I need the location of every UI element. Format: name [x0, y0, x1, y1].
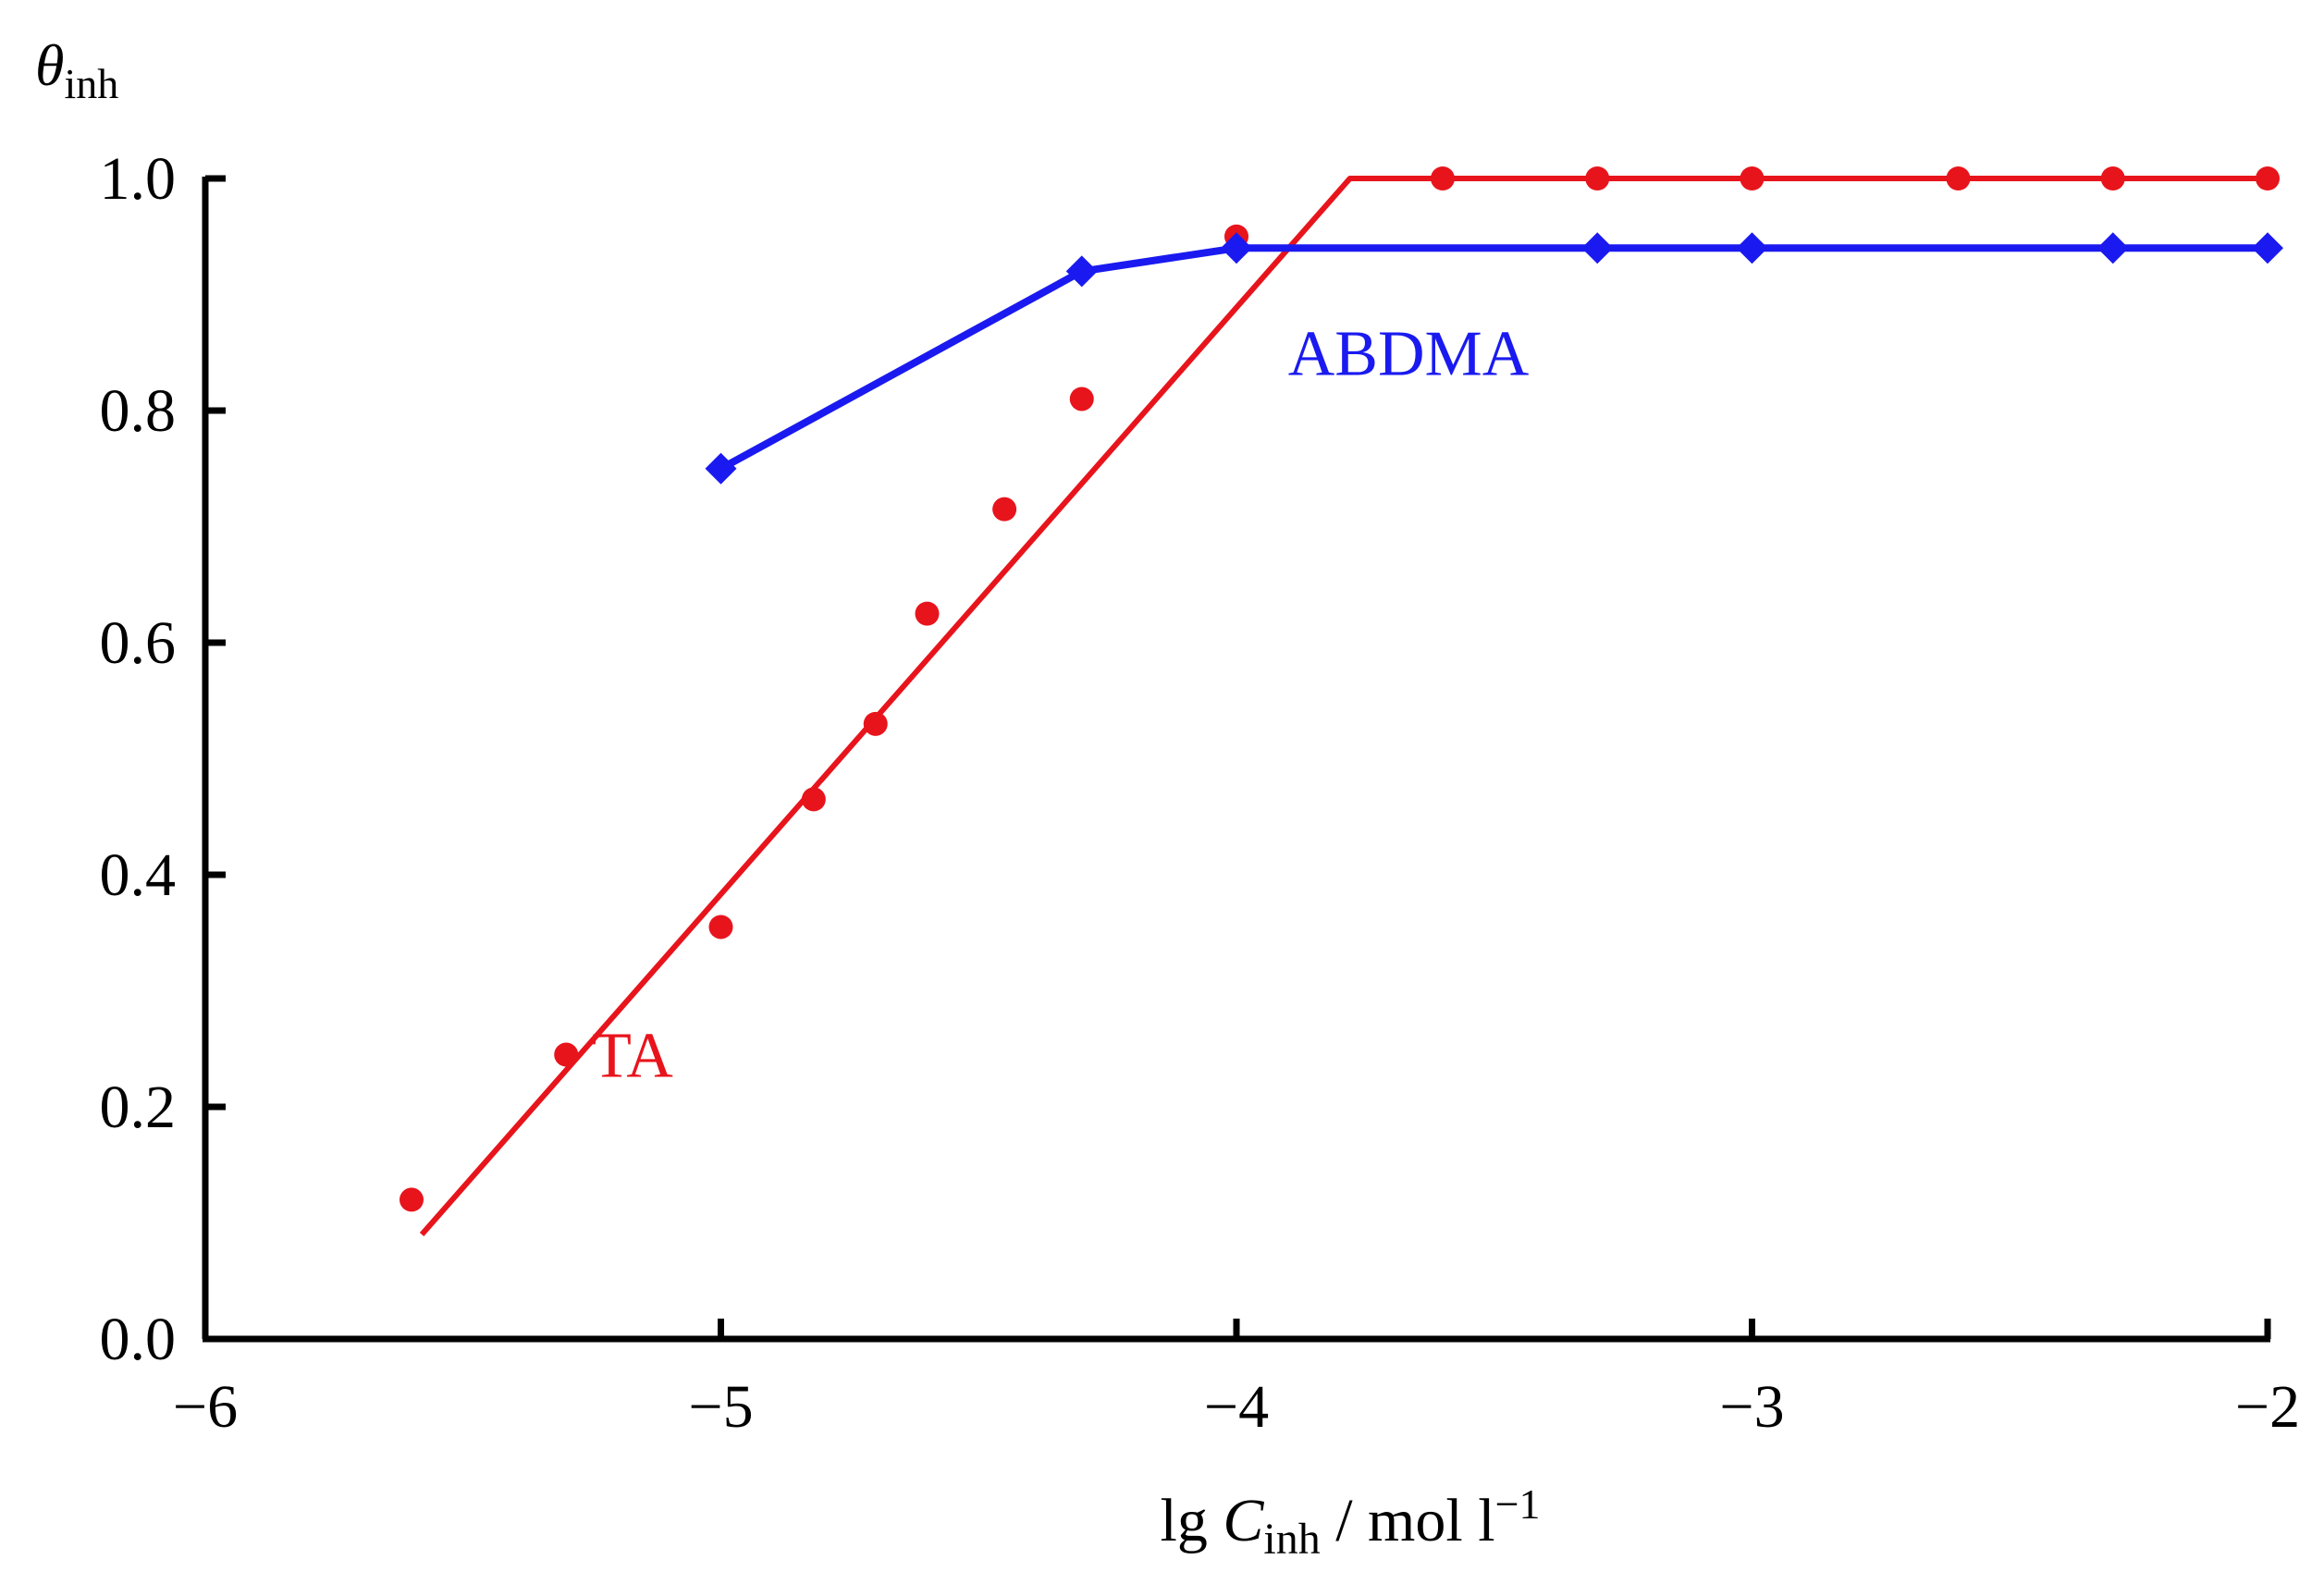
y-tick-label: 0.6 [100, 609, 177, 677]
data-point-abdma [2252, 232, 2283, 264]
data-point-ta [801, 787, 826, 812]
data-point-ta [2256, 166, 2280, 190]
y-tick-label: 0.2 [100, 1074, 177, 1141]
data-point-ta [992, 497, 1017, 522]
y-axis-label-subscript: inh [64, 60, 118, 107]
y-axis-label: θinh [35, 32, 118, 107]
x-tick-label: −6 [173, 1373, 238, 1441]
data-point-abdma [1065, 255, 1098, 288]
data-point-ta [1946, 166, 1971, 190]
x-tick-label: −5 [688, 1373, 753, 1441]
data-point-abdma [2097, 232, 2129, 264]
x-axis-label-symbol: C [1223, 1487, 1264, 1554]
x-axis-label-superscript: −1 [1495, 1480, 1541, 1528]
x-axis-label: lg Cinh / mol l−1 [1160, 1480, 1540, 1564]
data-point-ta [1431, 166, 1455, 190]
x-axis-label-subscript: inh [1263, 1515, 1320, 1564]
data-point-abdma [705, 452, 737, 485]
x-tick-label: −2 [2235, 1373, 2300, 1441]
x-tick-label: −3 [1719, 1373, 1784, 1441]
data-point-ta [2100, 166, 2125, 190]
y-tick-label: 0.8 [100, 377, 177, 445]
data-point-ta [1585, 166, 1610, 190]
data-point-ta [400, 1187, 424, 1212]
data-point-ta [863, 711, 888, 736]
data-point-ta [915, 601, 940, 626]
series-abdma [705, 232, 2283, 485]
x-axis-label-suffix: / mol l [1321, 1487, 1495, 1554]
data-point-ta [554, 1042, 579, 1067]
x-axis-label-prefix: lg [1160, 1487, 1223, 1554]
data-point-abdma [1221, 232, 1252, 264]
annotation-layer: TA ABDMA [592, 318, 1530, 1091]
axes: 0.0 0.2 0.4 0.6 0.8 1.0 −6 −5 −4 −3 −2 [100, 145, 2301, 1441]
data-point-ta [1069, 387, 1094, 411]
data-point-ta [708, 915, 733, 939]
y-tick-label: 0.0 [100, 1306, 177, 1373]
y-tick-label: 1.0 [100, 145, 177, 213]
data-point-abdma [1581, 232, 1614, 264]
y-axis-label-symbol: θ [35, 32, 64, 98]
annotation-abdma: ABDMA [1288, 318, 1530, 389]
series-layer [400, 166, 2283, 1236]
annotation-ta: TA [592, 1021, 673, 1092]
data-point-ta [1740, 166, 1765, 190]
x-tick-label: −4 [1204, 1373, 1269, 1441]
y-tick-label: 0.4 [100, 841, 177, 909]
data-point-abdma [1736, 232, 1768, 264]
